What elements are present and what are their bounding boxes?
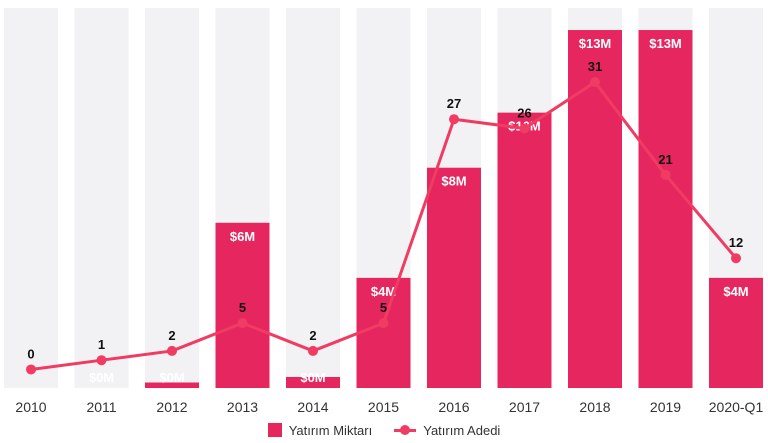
x-tick-label: 2020-Q1 bbox=[709, 399, 764, 415]
line-series bbox=[26, 77, 741, 375]
bar-value-label: $0M bbox=[159, 370, 184, 385]
line-point[interactable] bbox=[660, 169, 671, 180]
bar-value-label: $13M bbox=[649, 36, 682, 51]
bar[interactable] bbox=[356, 277, 411, 388]
line-point[interactable] bbox=[449, 114, 459, 125]
line-value-label: 2 bbox=[168, 328, 175, 343]
legend: Yatırım Miktarı Yatırım Adedi bbox=[0, 420, 768, 440]
column-background bbox=[286, 8, 340, 388]
bar-value-label: $8M bbox=[441, 174, 466, 189]
line-value-label: 1 bbox=[98, 337, 105, 352]
line-point[interactable] bbox=[378, 318, 389, 329]
column-background bbox=[4, 8, 58, 388]
line-point[interactable] bbox=[731, 253, 741, 264]
x-axis-ticks: 2010 2011 2012 2013 2014 2015 2016 2017 2018 2019… bbox=[15, 399, 763, 415]
bar-value-label: $6M bbox=[230, 229, 255, 244]
column-background bbox=[145, 8, 199, 388]
line-point[interactable] bbox=[590, 77, 600, 88]
x-tick-label: 2019 bbox=[650, 399, 681, 415]
line-value-label: 2 bbox=[309, 328, 316, 343]
x-tick-label: 2012 bbox=[156, 399, 187, 415]
bar-value-label: $4M bbox=[371, 284, 396, 299]
line-point[interactable] bbox=[519, 123, 530, 134]
line-value-label: 0 bbox=[27, 346, 34, 361]
line-value-label: 21 bbox=[658, 152, 672, 167]
line-point[interactable] bbox=[96, 355, 107, 366]
legend-line-swatch bbox=[394, 423, 417, 437]
legend-bar-swatch bbox=[267, 423, 282, 437]
bar[interactable] bbox=[497, 112, 552, 388]
bar[interactable] bbox=[145, 382, 199, 388]
line-point[interactable] bbox=[167, 345, 177, 356]
column-background bbox=[74, 8, 129, 388]
bar[interactable] bbox=[638, 30, 693, 388]
line-value-label: 31 bbox=[588, 59, 602, 74]
line-point[interactable] bbox=[237, 318, 248, 329]
line-value-label: 12 bbox=[729, 235, 743, 250]
line-point[interactable] bbox=[308, 345, 318, 356]
bar-value-label: $0M bbox=[300, 370, 325, 385]
bar-value-label: $0M bbox=[89, 370, 114, 385]
bar[interactable] bbox=[286, 376, 340, 388]
x-tick-label: 2011 bbox=[86, 399, 116, 415]
bar[interactable] bbox=[709, 277, 763, 388]
x-tick-label: 2013 bbox=[227, 399, 258, 415]
legend-bar-label: Yatırım Miktarı bbox=[288, 422, 373, 438]
bar-value-label: $4M bbox=[723, 284, 748, 299]
line-value-label: 26 bbox=[517, 105, 531, 120]
x-tick-label: 2014 bbox=[297, 399, 328, 415]
legend-item-bar[interactable]: Yatırım Miktarı bbox=[267, 422, 373, 438]
bar-series bbox=[145, 30, 763, 388]
bar[interactable] bbox=[215, 222, 270, 388]
x-tick-label: 2016 bbox=[438, 399, 469, 415]
bar[interactable] bbox=[568, 30, 622, 388]
line-point[interactable] bbox=[26, 364, 36, 375]
x-tick-label: 2018 bbox=[579, 399, 610, 415]
line-value-label: 27 bbox=[447, 96, 461, 111]
line-value-label: 5 bbox=[380, 300, 387, 315]
x-tick-label: 2010 bbox=[15, 399, 46, 415]
line-value-label: 5 bbox=[239, 300, 246, 315]
x-tick-label: 2015 bbox=[368, 399, 399, 415]
x-tick-label: 2017 bbox=[509, 399, 540, 415]
legend-item-line[interactable]: Yatırım Adedi bbox=[394, 423, 500, 438]
bar-value-label: $13M bbox=[579, 36, 612, 51]
legend-line-label: Yatırım Adedi bbox=[423, 422, 501, 438]
bar[interactable] bbox=[427, 167, 481, 388]
